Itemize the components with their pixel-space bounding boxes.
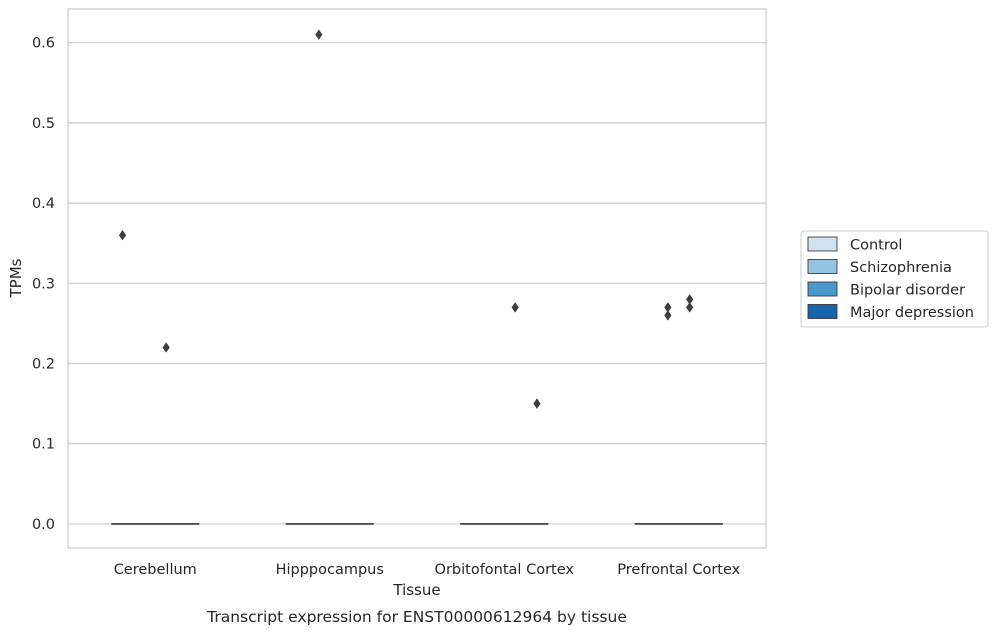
legend-swatch [807, 304, 838, 319]
y-tick-label: 0.1 [32, 437, 55, 453]
outlier-point [686, 302, 694, 313]
x-tick-label: Hipppocampus [276, 562, 384, 578]
grid-lines [68, 42, 766, 525]
legend-swatch [807, 236, 838, 252]
y-tick-label: 0.0 [32, 517, 55, 533]
legend: Control Schizophrenia Bipolar disorder Majo… [800, 230, 989, 328]
y-tick-label: 0.4 [32, 196, 55, 212]
x-tick-labels: Cerebellum Hipppocampus Orbitofontal Corte… [114, 562, 741, 578]
y-tick-label: 0.6 [32, 36, 55, 52]
legend-swatch [807, 259, 838, 274]
outlier-point [686, 294, 694, 305]
legend-label: Schizophrenia [850, 260, 952, 276]
outlier-point [664, 310, 672, 321]
outlier-point [118, 229, 127, 241]
outlier-points [118, 29, 694, 409]
y-tick-label: 0.5 [32, 116, 55, 132]
x-tick-label: Cerebellum [114, 562, 197, 578]
y-tick-label: 0.3 [32, 276, 55, 292]
x-tick-label: Orbitofontal Cortex [435, 562, 575, 578]
legend-label: Bipolar disorder [850, 283, 965, 299]
y-tick-labels: 0.0 0.1 0.2 0.3 0.4 0.5 0.6 [32, 36, 55, 533]
x-tick-label: Prefrontal Cortex [617, 562, 740, 578]
y-axis-label: TPMs [7, 258, 25, 298]
legend-frame [800, 230, 989, 328]
outlier-point [533, 398, 541, 409]
chart-caption: Transcript expression for ENST0000061296… [206, 608, 627, 626]
x-axis-label: Tissue [392, 581, 440, 599]
outlier-point [315, 29, 323, 40]
legend-label: Control [850, 238, 902, 254]
legend-swatch [807, 281, 838, 297]
plot-frame [67, 8, 767, 549]
outlier-point [664, 302, 672, 313]
outlier-point [511, 302, 519, 313]
outlier-point [162, 342, 170, 353]
y-tick-label: 0.2 [32, 357, 55, 373]
legend-label: Major depression [850, 305, 974, 321]
